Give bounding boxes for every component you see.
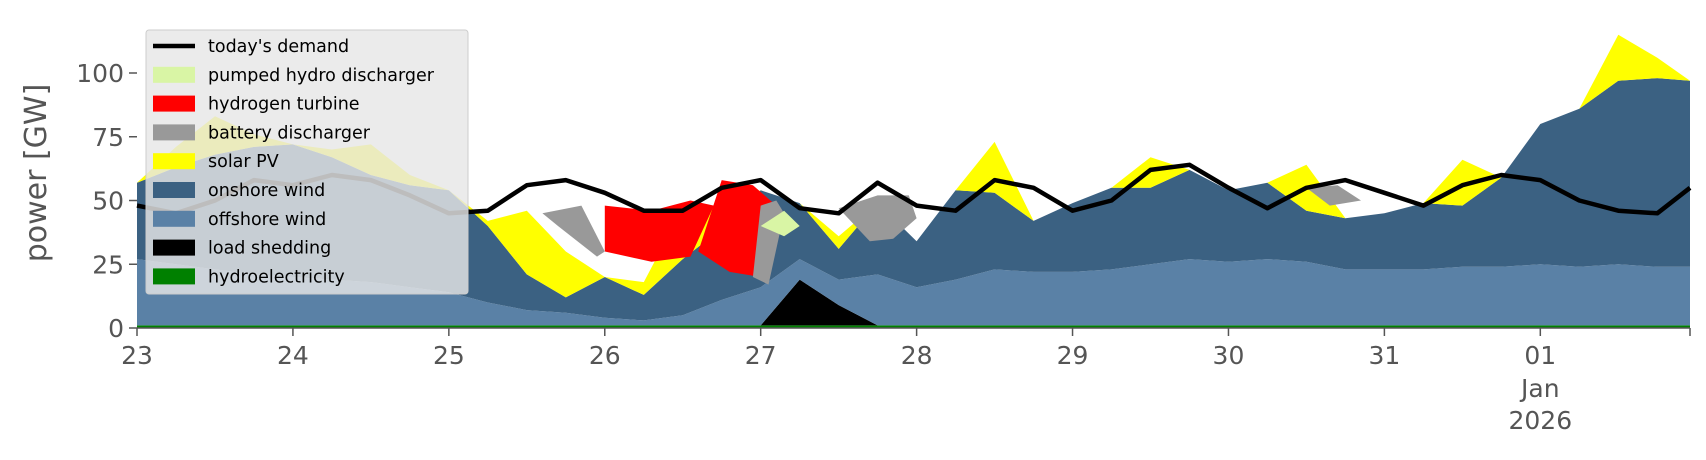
y-tick-label: 50 (92, 187, 124, 216)
y-tick-label: 75 (92, 123, 124, 152)
area-pumped-hydro-discharger (760, 210, 800, 237)
area-hydrogen-turbine-1 (604, 200, 714, 262)
y-tick-label: 0 (108, 314, 124, 343)
x-tick-label: 26 (589, 341, 621, 370)
legend: today's demand pumped hydro discharger hyd… (145, 29, 469, 295)
legend-swatch-pumped-hydro-discharger (153, 66, 195, 83)
overlay-areas (542, 180, 1361, 285)
x-tick-label: 23 (121, 341, 153, 370)
legend-label-pumped-hydro-discharger: pumped hydro discharger (208, 66, 435, 86)
legend-swatch-hydrogen-turbine (153, 95, 195, 112)
legend-label-hydrogen-turbine: hydrogen turbine (208, 95, 360, 115)
area-offshore-wind (137, 259, 1690, 326)
legend-label-solar-pv: solar PV (208, 152, 279, 172)
x-tick-label: 01 (1524, 341, 1556, 370)
legend-label-load-shedding: load shedding (208, 239, 331, 259)
legend-swatch-onshore-wind (153, 182, 195, 198)
legend-label-onshore-wind: onshore wind (208, 181, 325, 201)
area-solar-pv (137, 34, 1690, 298)
area-battery-discharger-4 (1306, 185, 1361, 206)
area-battery-discharger-1 (542, 205, 605, 257)
x-tick-label: 28 (901, 341, 933, 370)
x-tick-label: 24 (277, 341, 309, 370)
legend-swatch-battery-discharger (153, 124, 195, 141)
x-tick-label: 30 (1213, 341, 1245, 370)
legend-label-hydroelectricity: hydroelectricity (208, 267, 345, 287)
area-onshore-wind (137, 78, 1690, 321)
x-tick-label: 25 (433, 341, 465, 370)
legend-label-battery-discharger: battery discharger (208, 123, 371, 143)
legend-label-offshore-wind: offshore wind (208, 210, 326, 230)
legend-swatch-solar-pv (153, 153, 195, 170)
x-tick-label: 31 (1368, 341, 1400, 370)
y-tick-label: 100 (76, 59, 124, 88)
legend-label-today-s-demand: today's demand (208, 37, 349, 57)
legend-swatch-load-shedding (153, 239, 195, 256)
area-battery-discharger-3 (838, 195, 917, 242)
legend-swatch-hydroelectricity (153, 268, 195, 285)
y-axis-title: power [GW] (19, 84, 54, 263)
x-tick-label: 27 (745, 341, 777, 370)
x-tick-sublabel-year: 2026 (1509, 406, 1573, 435)
axes: 0 25 50 75 100 23 24 25 26 27 28 29 30 31 01 Jan 2026 (76, 59, 1691, 435)
legend-box (145, 29, 469, 295)
legend-swatch-offshore-wind (153, 210, 195, 227)
x-tick-label: 29 (1057, 341, 1089, 370)
x-tick-sublabel-month: Jan (1519, 374, 1560, 403)
y-tick-label: 25 (92, 250, 124, 279)
